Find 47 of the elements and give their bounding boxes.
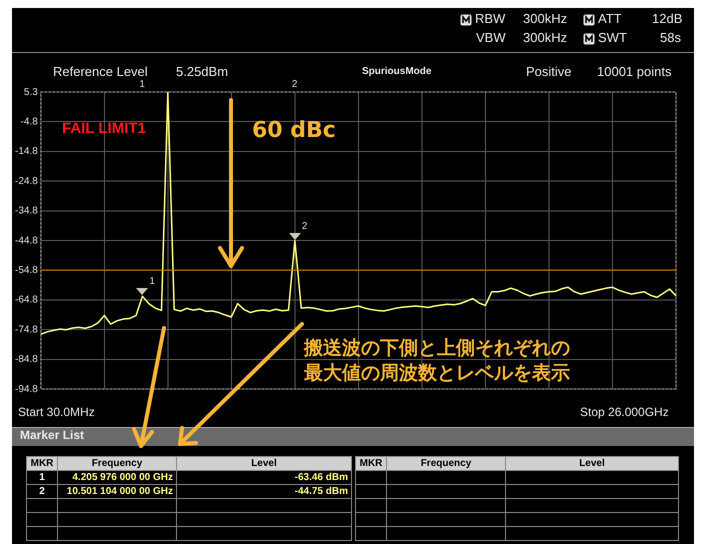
y-tick-label: -54.8: [14, 264, 38, 276]
text: -44.75 dBm: [176, 484, 352, 498]
y-tick-label: -94.8: [14, 384, 38, 395]
y-tick-label: -74.8: [14, 324, 38, 336]
text: RBW: [474, 11, 506, 26]
text: 300kHz: [523, 11, 568, 26]
text: 4.205 976 000 00 GHz: [58, 470, 176, 484]
text: Start 30.0MHz: [18, 405, 95, 419]
annotation: 最大値の周波数とレベルを表示: [304, 361, 570, 386]
text: 2: [292, 79, 298, 90]
text: 10001 points: [597, 64, 672, 79]
text: 1: [139, 79, 145, 90]
y-tick-label: -24.8: [14, 176, 38, 187]
text: ATT: [597, 11, 622, 26]
y-tick-label: -44.8: [14, 235, 38, 246]
text: SpuriousMode: [362, 66, 432, 77]
text: 1: [26, 470, 58, 484]
annotation: 1: [149, 276, 155, 288]
text: VBW: [476, 30, 506, 45]
y-tick-label: -34.8: [14, 206, 38, 217]
annotation: 搬送波の下側と上側それぞれの: [304, 336, 570, 361]
text: 300kHz: [523, 30, 568, 45]
y-tick-label: -64.8: [14, 294, 38, 306]
text: 58s: [660, 30, 681, 45]
text: Frequency: [386, 456, 506, 470]
text: SWT: [597, 30, 627, 45]
text: Stop 26.000GHz: [580, 405, 669, 419]
text: 2: [26, 484, 58, 498]
text: Frequency: [58, 456, 176, 470]
text: 10.501 104 000 00 GHz: [58, 484, 176, 498]
text: MKR: [356, 456, 386, 470]
text: MKR: [26, 456, 58, 470]
text: Level: [506, 456, 678, 470]
y-tick-label: -14.8: [14, 146, 38, 158]
annotation: 2: [302, 220, 308, 232]
y-tick-label: -4.8: [20, 116, 38, 128]
text: -63.46 dBm: [176, 470, 352, 484]
text: Positive: [526, 64, 572, 79]
annotation: 60 dBc: [252, 118, 336, 143]
text: 5.25dBm: [176, 64, 228, 79]
y-tick-label: 5.3: [24, 86, 38, 98]
text: Reference Level: [53, 64, 148, 79]
text: Level: [176, 456, 352, 470]
text: Marker List: [20, 428, 84, 442]
annotation: FAIL LIMIT1: [62, 120, 146, 137]
text: 12dB: [652, 11, 682, 26]
y-tick-label: -84.8: [14, 354, 38, 366]
